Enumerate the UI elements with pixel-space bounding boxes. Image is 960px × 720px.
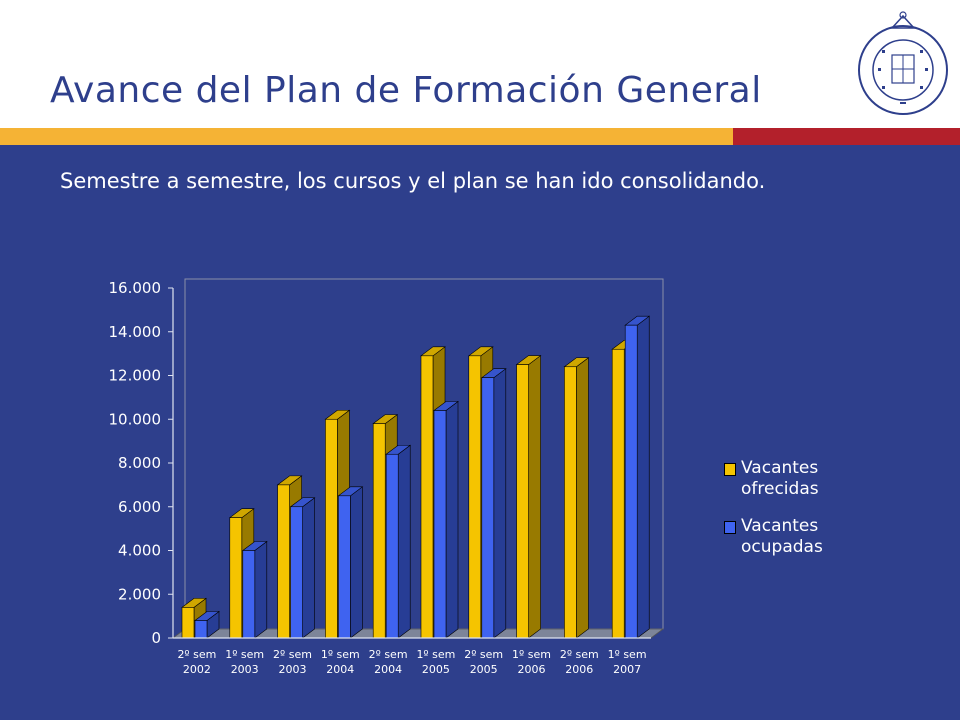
bar-ocupadas [624, 315, 651, 639]
x-tick-label-year: 2003 [231, 663, 259, 676]
x-tick-label-semester: 1º sem [512, 648, 551, 661]
bar-front [194, 620, 208, 639]
legend-label-ocupadas-line1: Vacantes [741, 516, 819, 536]
y-tick-label: 6.000 [118, 498, 161, 516]
bar-front [338, 495, 351, 639]
bar-ocupadas [480, 368, 507, 639]
bar-front [290, 506, 303, 639]
x-tick-label-year: 2005 [422, 663, 450, 676]
legend-swatch-ocupadas [724, 521, 736, 534]
x-tick-label-year: 2007 [613, 663, 641, 676]
x-tick-label-year: 2004 [326, 663, 354, 676]
x-tick-label-semester: 2º sem [464, 648, 503, 661]
x-tick-label-semester: 1º sem [416, 648, 455, 661]
y-tick-label: 0 [151, 629, 161, 647]
bar-side [397, 444, 411, 639]
x-tick-label-semester: 1º sem [608, 648, 647, 661]
bar-front [372, 423, 386, 639]
bar-front [624, 324, 638, 639]
bar-front [181, 607, 195, 639]
bar-front [481, 377, 495, 639]
slide-subtitle: Semestre a semestre, los cursos y el pla… [60, 169, 766, 193]
bar-side [445, 400, 459, 639]
y-tick-label: 12.000 [109, 367, 162, 385]
bar-ofrecidas [515, 354, 542, 639]
x-tick-label-semester: 2º sem [560, 648, 599, 661]
x-tick-label-year: 2006 [565, 663, 593, 676]
bar-front [468, 355, 482, 639]
y-tick-label: 8.000 [118, 454, 161, 472]
bar-front [277, 484, 290, 639]
bar-front [242, 550, 256, 639]
legend-label-ofrecidas-line2: ofrecidas [741, 479, 819, 499]
legend-label-ocupadas-line2: ocupadas [741, 537, 823, 557]
bar-side [302, 497, 315, 639]
bar-ocupadas [337, 486, 364, 639]
bar-ocupadas [241, 540, 268, 639]
x-tick-label-year: 2004 [374, 663, 402, 676]
bar-ocupadas [433, 400, 459, 639]
y-tick-label: 4.000 [118, 542, 161, 560]
x-tick-label-year: 2002 [183, 663, 211, 676]
bar-side [576, 357, 589, 639]
x-tick-label-semester: 2º sem [273, 648, 312, 661]
bar-front [516, 364, 529, 639]
bar-side [636, 315, 650, 639]
x-tick-label-semester: 1º sem [225, 648, 264, 661]
red-stripe [733, 128, 960, 145]
bar-side [493, 368, 507, 639]
legend-label-ofrecidas: Vacantes ofrecidas [741, 458, 819, 500]
bar-front [385, 453, 399, 639]
x-tick-label-semester: 1º sem [321, 648, 360, 661]
bar-front [229, 517, 243, 639]
y-tick-label: 14.000 [109, 323, 162, 341]
bar-ocupadas [289, 497, 316, 639]
bar-ocupadas [385, 444, 412, 639]
bar-side [350, 486, 363, 639]
bar-ofrecidas [563, 357, 590, 639]
bar-side [528, 354, 541, 639]
bar-front [611, 348, 625, 639]
bar-front [420, 355, 434, 639]
y-tick-label: 2.000 [118, 585, 161, 603]
x-tick-label-semester: 2º sem [369, 648, 408, 661]
legend-label-ofrecidas-line1: Vacantes [741, 458, 819, 478]
x-tick-label-year: 2006 [518, 663, 546, 676]
bar-front [433, 410, 447, 639]
legend-swatch-ofrecidas [724, 463, 736, 476]
legend-label-ocupadas: Vacantes ocupadas [741, 516, 823, 558]
bar-front [325, 418, 338, 639]
slide-header: Avance del Plan de Formación General [0, 0, 960, 128]
slide-title: Avance del Plan de Formación General [50, 70, 762, 111]
y-tick-label: 16.000 [109, 279, 162, 297]
y-tick-label: 10.000 [109, 410, 162, 428]
bar-ocupadas [194, 610, 220, 639]
x-tick-label-year: 2003 [279, 663, 307, 676]
gold-stripe [0, 128, 733, 145]
x-tick-label-semester: 2º sem [177, 648, 216, 661]
x-tick-label-year: 2005 [470, 663, 498, 676]
bar-side [254, 540, 268, 639]
bar-front [564, 366, 577, 639]
university-seal-logo [858, 11, 948, 115]
